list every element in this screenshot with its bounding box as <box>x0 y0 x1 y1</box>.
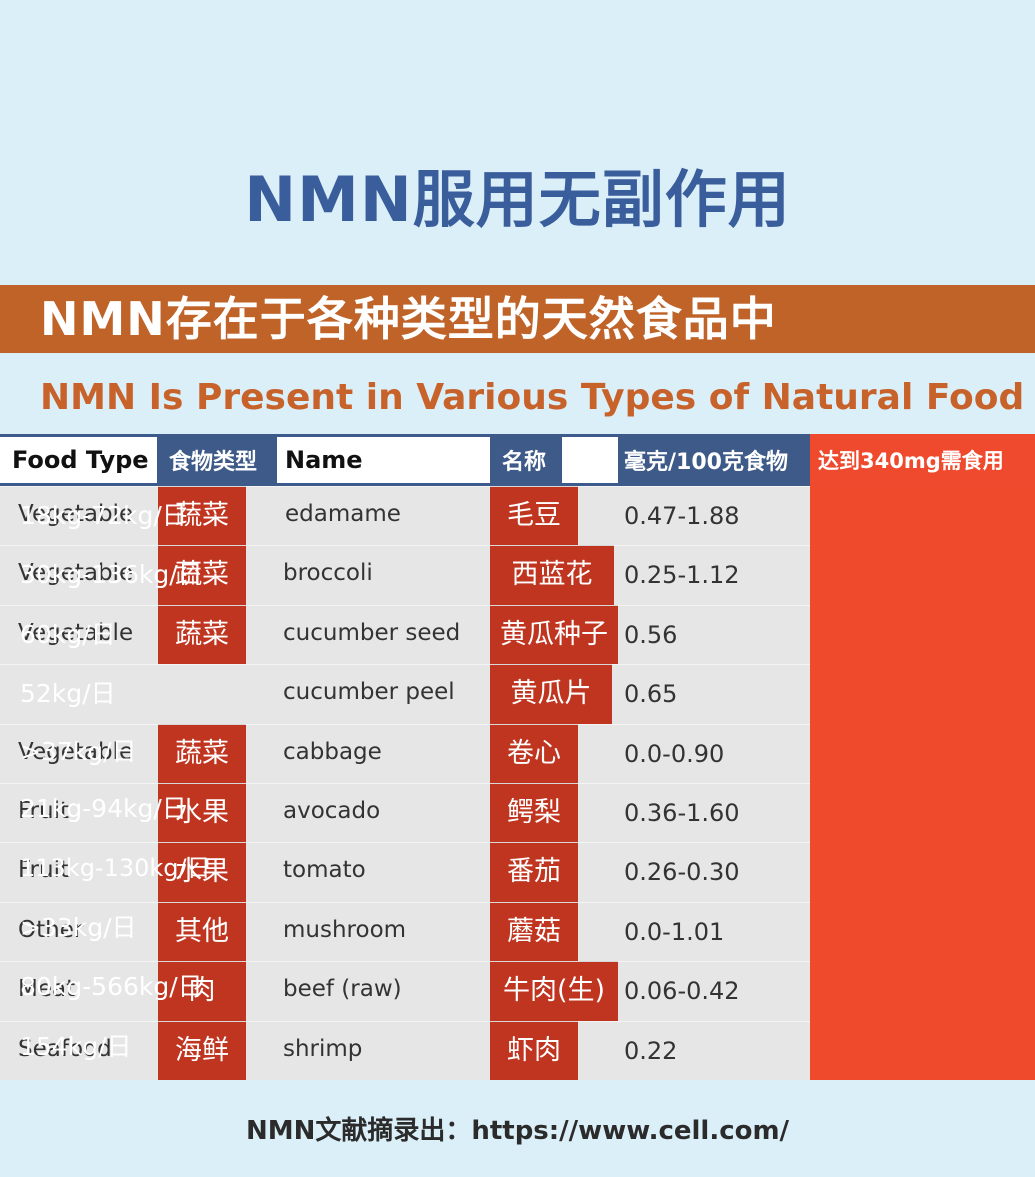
table-row <box>0 604 810 665</box>
table-row <box>0 545 810 605</box>
mg-cell: 0.65 <box>624 680 678 709</box>
food-type-cell: Vegetable <box>18 619 134 646</box>
food-type-cn-cell: 其他 <box>158 901 246 962</box>
food-name-cn-cell: 毛豆 <box>490 486 578 546</box>
food-name-cell: edamame <box>285 501 401 527</box>
table-row <box>0 901 810 962</box>
food-name-cell: cabbage <box>283 738 382 765</box>
table-row <box>0 961 810 1021</box>
food-type-cell: Vegetable <box>18 560 134 587</box>
amount-cell: 18kg-72kg/日 <box>20 501 187 530</box>
header-name-cn: 名称 <box>490 434 562 486</box>
header-mg-per-100g: 毫克/100克食物 <box>618 434 810 486</box>
amount-cell: 154kg/日 <box>20 1031 132 1061</box>
header-name: Name <box>277 434 490 486</box>
header-need-340mg: 达到340mg需食用 <box>810 434 1035 486</box>
table-row <box>0 664 810 724</box>
food-table: Food Type 食物类型 Name 名称 毫克/100克食物 达到340mg… <box>0 434 1035 1080</box>
food-type-cell: Fruit <box>18 798 69 824</box>
amount-cell: 52kg/日 <box>20 679 116 709</box>
mg-cell: 0.26-0.30 <box>624 858 740 887</box>
mg-cell: 0.06-0.42 <box>624 977 740 1006</box>
amount-column <box>810 486 1035 1080</box>
food-name-cell: avocado <box>283 798 381 824</box>
food-name-cn-cell: 黄瓜种子 <box>490 604 618 665</box>
food-type-cell: Vegetable <box>18 501 134 527</box>
subtitle: NMN Is Present in Various Types of Natur… <box>40 377 1025 418</box>
mg-cell: 0.47-1.88 <box>624 502 740 530</box>
food-name-cn-cell: 番茄 <box>490 842 578 902</box>
mg-cell: 0.25-1.12 <box>624 561 740 590</box>
food-name-cell: shrimp <box>283 1035 363 1062</box>
table-row <box>0 723 810 783</box>
mg-cell: 0.56 <box>624 620 678 649</box>
food-name-cell: cucumber seed <box>283 619 461 646</box>
table-row <box>0 486 810 546</box>
source-footer: NMN文献摘录出：https://www.cell.com/ <box>245 1116 790 1146</box>
table-row <box>0 842 810 902</box>
amount-cell: 80kg-566kg/日 <box>20 972 203 1002</box>
food-name-cell: mushroom <box>283 916 407 943</box>
food-type-cn-cell: 肉 <box>158 961 246 1021</box>
food-type-cell: Vegetable <box>18 738 134 765</box>
amount-cell: 21kg-94kg/日 <box>20 794 187 823</box>
food-type-cell: Other <box>18 916 84 943</box>
header-food-type-cn: 食物类型 <box>157 434 277 486</box>
mg-cell: 0.36-1.60 <box>624 799 740 827</box>
mg-cell: 0.0-1.01 <box>624 917 725 946</box>
amount-cell: 60kg/日 <box>20 619 116 649</box>
food-name-cn-cell: 西蓝花 <box>490 545 614 605</box>
header-blank <box>562 434 618 486</box>
food-name-cell: tomato <box>283 857 366 884</box>
food-type-cn-cell: 蔬菜 <box>158 723 246 783</box>
banner-text: NMN存在于各种类型的天然食品中 <box>40 292 777 346</box>
table-row <box>0 1020 810 1080</box>
food-name-cell: cucumber peel <box>283 679 455 706</box>
food-type-cell: Meat <box>18 976 76 1003</box>
header-food-type: Food Type <box>0 434 157 486</box>
amount-cell: >33kg/日 <box>20 912 137 942</box>
table-row <box>0 783 810 843</box>
food-name-cn-cell: 卷心 <box>490 723 578 783</box>
food-name-cn-cell: 蘑菇 <box>490 901 578 962</box>
food-type-cn-cell: 蔬菜 <box>158 604 246 665</box>
mg-cell: 0.0-0.90 <box>624 739 725 768</box>
mg-cell: 0.22 <box>624 1036 678 1065</box>
food-name-cell: broccoli <box>283 560 373 587</box>
food-name-cell: beef (raw) <box>283 976 402 1003</box>
food-type-cn-cell: 水果 <box>158 842 246 902</box>
food-type-cn-cell: 蔬菜 <box>158 486 246 546</box>
page-title: NMN服用无副作用 <box>244 163 791 236</box>
food-name-cn-cell: 鳄梨 <box>490 783 578 843</box>
food-type-cn-cell: 海鲜 <box>158 1020 246 1080</box>
food-type-cn-cell: 水果 <box>158 783 246 843</box>
food-name-cn-cell: 牛肉(生) <box>490 961 618 1021</box>
amount-cell: >37kg/日 <box>20 736 137 766</box>
banner: NMN存在于各种类型的天然食品中 <box>0 285 1035 353</box>
food-type-cell: Seafood <box>18 1035 112 1062</box>
amount-cell: 113kg-130kg/日 <box>20 854 211 883</box>
food-type-cell: Fruit <box>18 857 69 884</box>
food-name-cn-cell: 虾肉 <box>490 1020 578 1080</box>
food-name-cn-cell: 黄瓜片 <box>490 664 612 724</box>
amount-cell: 30kg-136kg/日 <box>20 560 203 590</box>
food-type-cn-cell: 蔬菜 <box>158 545 246 605</box>
